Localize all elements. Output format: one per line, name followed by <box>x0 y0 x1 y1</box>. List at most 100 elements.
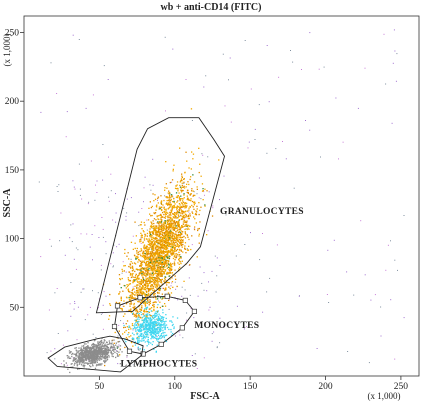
event-dot <box>126 198 128 200</box>
event-dot <box>141 305 143 307</box>
event-dot <box>167 242 169 244</box>
event-dot <box>192 158 194 160</box>
event-dot <box>148 308 150 310</box>
event-dot <box>103 345 105 347</box>
event-dot <box>112 346 114 349</box>
event-dot <box>177 212 179 214</box>
event-dot <box>119 345 122 347</box>
event-dot <box>145 308 147 311</box>
event-dot <box>158 218 160 221</box>
event-dot <box>163 323 165 325</box>
event-dot <box>142 337 144 340</box>
event-dot <box>133 297 135 299</box>
event-dot <box>137 322 139 325</box>
event-dot <box>160 263 163 265</box>
event-dot <box>184 237 187 239</box>
event-dot <box>182 236 184 238</box>
event-dot <box>173 252 175 254</box>
event-dot <box>151 280 153 283</box>
event-dot <box>190 168 192 170</box>
event-dot <box>165 288 167 290</box>
event-dot <box>167 254 169 256</box>
event-dot <box>146 250 148 252</box>
event-dot <box>397 269 398 271</box>
event-dot <box>85 346 87 348</box>
event-dot <box>183 219 185 221</box>
event-dot <box>143 245 145 247</box>
event-dot <box>85 353 88 355</box>
event-dot <box>180 230 183 232</box>
event-dot <box>171 324 174 327</box>
event-dot <box>106 355 108 358</box>
event-dot <box>150 244 152 246</box>
event-dot <box>101 358 103 360</box>
event-dot <box>170 221 172 223</box>
event-dot <box>141 236 143 239</box>
event-dot <box>154 243 156 245</box>
event-dot <box>164 276 166 278</box>
event-dot <box>142 319 144 321</box>
event-dot <box>108 354 110 357</box>
event-dot <box>104 360 106 363</box>
event-dot <box>152 326 155 328</box>
event-dot <box>262 311 264 313</box>
event-dot <box>157 288 159 291</box>
event-dot <box>134 326 136 328</box>
event-dot <box>172 229 174 231</box>
event-dot <box>140 279 142 281</box>
event-dot <box>185 202 187 204</box>
event-dot <box>163 221 165 224</box>
event-dot <box>148 266 150 268</box>
event-dot <box>196 256 198 258</box>
event-dot <box>181 175 183 177</box>
event-dot <box>158 251 161 253</box>
event-dot <box>146 328 148 331</box>
event-dot <box>71 355 73 358</box>
event-dot <box>149 308 151 310</box>
event-dot <box>95 351 97 354</box>
event-dot <box>176 205 179 207</box>
event-dot <box>99 363 101 365</box>
event-dot <box>83 346 85 348</box>
event-dot <box>156 287 158 289</box>
event-dot <box>171 232 173 234</box>
event-dot <box>158 322 160 324</box>
event-dot <box>136 280 138 282</box>
event-dot <box>181 215 183 218</box>
event-dot <box>81 198 83 200</box>
event-dot <box>169 262 172 264</box>
event-dot <box>134 327 136 329</box>
event-dot <box>104 354 106 356</box>
event-dot <box>139 331 141 333</box>
event-dot <box>147 273 149 276</box>
event-dot <box>154 327 156 329</box>
event-dot <box>146 316 148 318</box>
event-dot <box>133 308 135 310</box>
event-dot <box>150 257 152 259</box>
event-dot <box>158 328 160 331</box>
event-dot <box>158 235 160 238</box>
event-dot <box>84 359 86 361</box>
event-dot <box>160 202 162 204</box>
event-dot <box>162 246 164 248</box>
event-dot <box>268 101 270 103</box>
event-dot <box>141 228 143 230</box>
event-dot <box>137 281 139 283</box>
event-dot <box>176 210 178 212</box>
event-dot <box>157 260 159 262</box>
event-dot <box>156 231 158 234</box>
event-dot <box>159 324 161 327</box>
event-dot <box>150 284 152 286</box>
event-dot <box>181 225 183 227</box>
event-dot <box>91 343 94 346</box>
event-dot <box>139 289 141 291</box>
event-dot <box>174 227 177 230</box>
event-dot <box>140 293 143 295</box>
event-dot <box>139 239 141 241</box>
event-dot <box>132 272 134 275</box>
event-dot <box>146 334 148 336</box>
event-dot <box>88 352 91 354</box>
event-dot <box>172 225 174 227</box>
event-dot <box>136 290 138 292</box>
